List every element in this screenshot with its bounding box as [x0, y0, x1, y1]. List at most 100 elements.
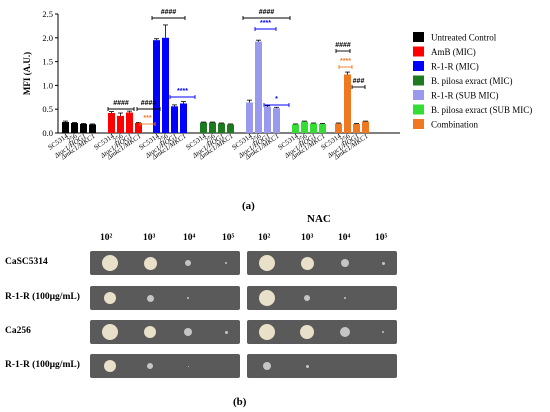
colony-spot — [146, 294, 154, 302]
colony-spot — [259, 255, 275, 271]
bar — [162, 37, 169, 133]
legend-swatch — [413, 90, 424, 100]
colony-spot — [102, 324, 118, 340]
bar — [89, 124, 96, 133]
bar — [353, 123, 360, 133]
y-tick-label: 1.0 — [42, 80, 53, 90]
spot-panel — [247, 251, 397, 275]
colony-spot — [147, 363, 153, 369]
significance-label: #### — [161, 9, 177, 16]
significance-label: #### — [141, 100, 157, 107]
colony-spot — [305, 364, 309, 368]
bar — [171, 106, 178, 133]
colony-spot — [382, 331, 384, 333]
spot-panel — [90, 354, 240, 378]
bar — [246, 102, 253, 133]
bar — [264, 106, 271, 133]
conc-right-4: 10⁵ — [375, 233, 388, 243]
colony-spot — [187, 297, 189, 299]
colony-spot — [104, 292, 116, 304]
significance-label: **** — [260, 20, 271, 27]
conc-right-3: 10⁴ — [338, 233, 351, 243]
bar — [273, 108, 280, 133]
bar — [301, 121, 308, 133]
bar — [200, 122, 207, 133]
colony-spot — [102, 255, 118, 271]
conc-right-1: 10² — [258, 233, 271, 243]
colony-spot — [381, 261, 385, 265]
colony-spot — [143, 256, 157, 270]
significance-label: **** — [340, 58, 351, 65]
significance-label: ### — [353, 78, 365, 85]
bar — [180, 103, 187, 133]
row-label-r1r-1: R-1-R (100µg/mL) — [5, 292, 80, 302]
significance-label: **** — [177, 88, 188, 95]
row-label-casc5314: CaSC5314 — [5, 257, 48, 267]
bar — [292, 124, 299, 133]
legend-swatch — [413, 61, 424, 71]
legend-swatch — [413, 75, 424, 86]
bar — [126, 112, 133, 133]
spot-panel — [90, 320, 240, 344]
legend-label: R-1-R (SUB MIC) — [431, 91, 499, 101]
colony-spot — [144, 326, 156, 338]
significance-label: * — [275, 96, 278, 103]
bar — [227, 124, 234, 133]
colony-spot — [263, 362, 271, 370]
significance-label: *** — [143, 115, 151, 122]
legend-label: B. pilosa exract (MIC) — [431, 76, 512, 86]
colony-spot — [259, 324, 275, 340]
bar — [135, 123, 142, 133]
y-axis-label: MFI (A.U.) — [22, 52, 32, 95]
y-tick-label: 0.0 — [42, 128, 53, 138]
legend-swatch — [413, 32, 424, 42]
legend-swatch — [413, 104, 424, 115]
spot-panel — [90, 286, 240, 310]
legend-label: R-1-R (MIC) — [431, 62, 479, 72]
conc-left-2: 10³ — [143, 233, 156, 243]
bar — [117, 115, 124, 133]
spot-panel — [247, 354, 397, 378]
conc-left-3: 10⁴ — [183, 233, 196, 243]
legend-label: Combination — [431, 120, 478, 130]
bar — [319, 123, 326, 133]
bar — [71, 123, 78, 133]
significance-label: #### — [335, 42, 351, 49]
conc-right-2: 10³ — [301, 233, 314, 243]
y-tick-label: 1.5 — [42, 57, 53, 67]
nac-label: NAC — [307, 213, 331, 225]
significance-label: #### — [113, 100, 129, 107]
bar — [62, 122, 69, 133]
y-tick-label: 2.5 — [42, 9, 53, 19]
colony-spot — [187, 365, 189, 367]
colony-spot — [225, 262, 227, 264]
legend-swatch — [413, 119, 424, 129]
conc-left-1: 10² — [100, 233, 113, 243]
colony-spot — [185, 260, 191, 266]
colony-spot — [300, 256, 314, 270]
colony-spot — [104, 360, 116, 372]
colony-spot — [304, 295, 310, 301]
bar — [310, 123, 317, 133]
panel-b-label: (b) — [233, 396, 247, 408]
conc-left-4: 10⁵ — [222, 233, 235, 243]
y-tick-label: 2.0 — [42, 33, 53, 43]
spot-panel — [90, 251, 240, 275]
bar — [362, 121, 369, 133]
y-tick-label: 0.5 — [42, 104, 53, 114]
colony-spot — [344, 297, 346, 299]
spot-panel — [247, 286, 397, 310]
bar — [255, 41, 262, 133]
panel-a-label: (a) — [242, 200, 255, 212]
colony-spot — [341, 259, 349, 267]
colony-spot — [300, 325, 314, 339]
bar — [80, 123, 87, 133]
colony-spot — [184, 328, 192, 336]
colony-spot — [259, 290, 275, 306]
colony-spot — [340, 327, 350, 337]
colony-spot — [224, 330, 228, 334]
legend-label: B. pilosa exract (SUB MIC) — [431, 105, 532, 115]
bar — [344, 74, 351, 133]
legend-swatch — [413, 46, 424, 57]
